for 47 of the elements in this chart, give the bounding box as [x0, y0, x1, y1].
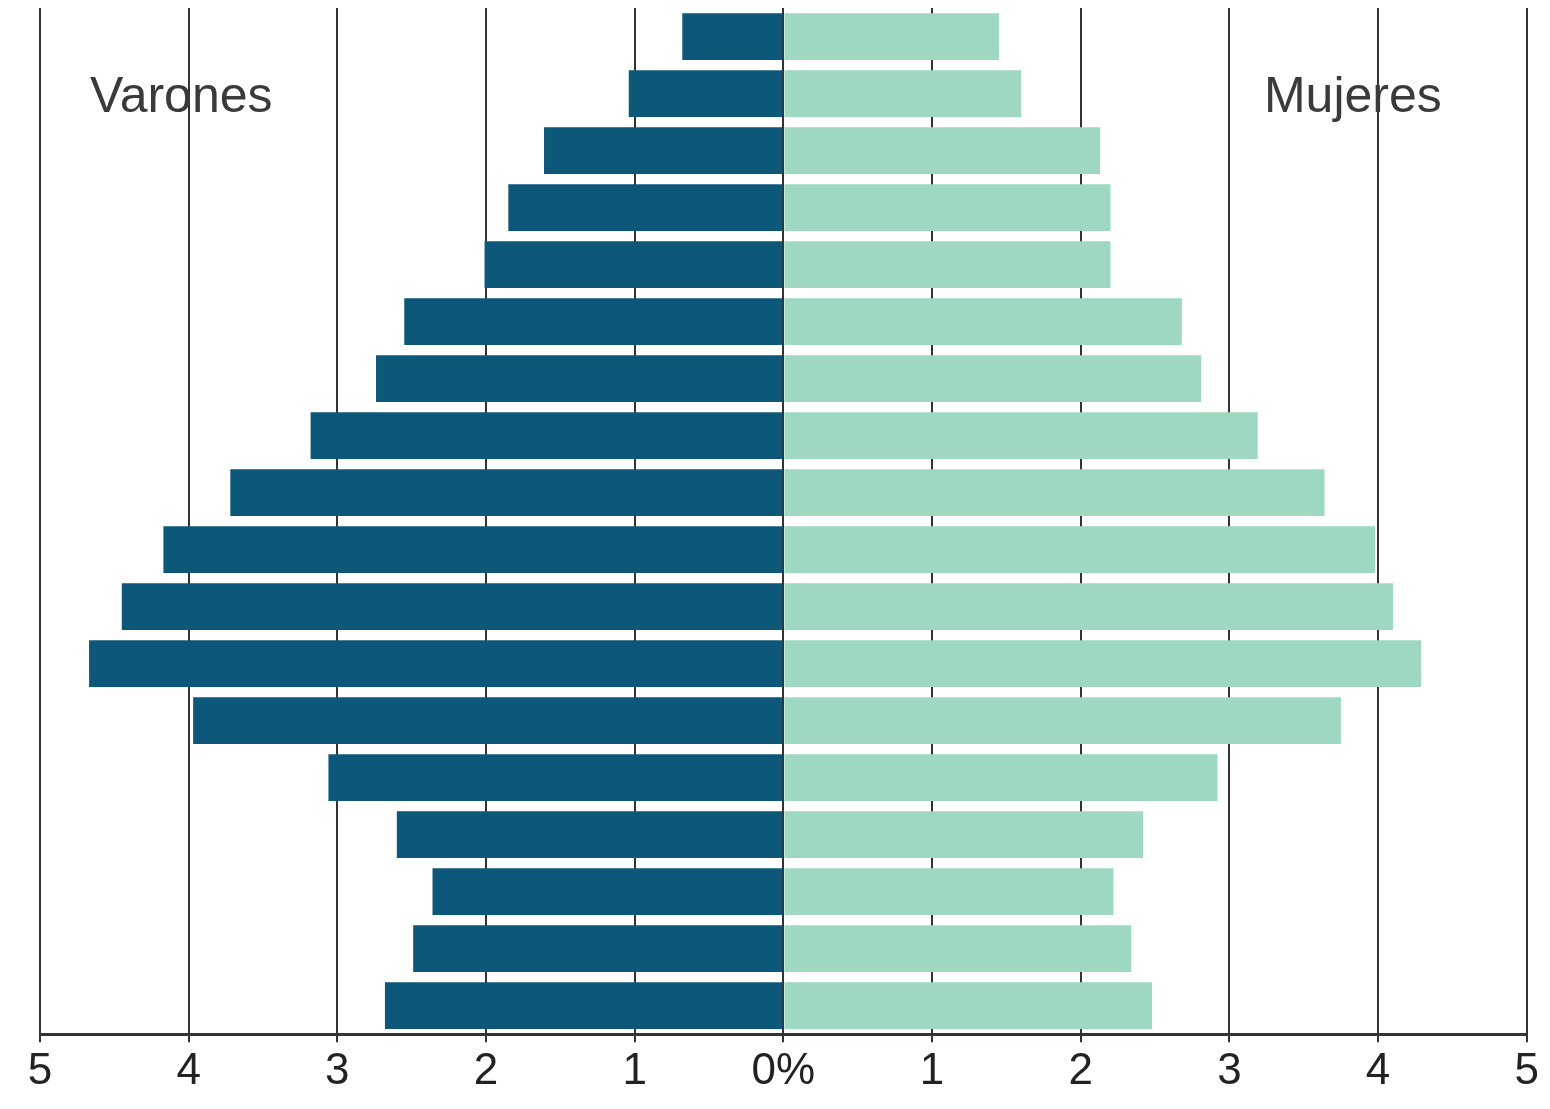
bar [682, 13, 783, 60]
x-tick-label: 2 [473, 1043, 499, 1093]
bar [784, 697, 1341, 745]
bar [784, 754, 1218, 802]
x-tick-label: 0% [751, 1043, 816, 1093]
bar [230, 469, 783, 516]
x-tick-label: 2 [1068, 1043, 1093, 1093]
x-tick-label: 1 [919, 1043, 945, 1093]
bar [784, 13, 999, 60]
bar [310, 412, 783, 459]
bar [384, 982, 783, 1030]
bar [163, 526, 783, 573]
bar [784, 526, 1376, 573]
x-tick-label: 5 [27, 1043, 53, 1093]
bar [328, 754, 783, 802]
bar [121, 583, 783, 630]
bar [784, 925, 1132, 973]
bar [784, 127, 1101, 174]
bar [404, 298, 783, 345]
bar [784, 355, 1202, 402]
x-tick-label: 4 [176, 1043, 201, 1093]
bar [784, 583, 1393, 630]
bar [193, 697, 783, 745]
bar [784, 469, 1325, 516]
bar [544, 127, 783, 174]
x-tick-label: 4 [1365, 1043, 1391, 1093]
bar [784, 412, 1258, 459]
bar [484, 241, 783, 288]
bar [784, 982, 1153, 1030]
bar [89, 640, 783, 687]
bar [413, 925, 783, 973]
x-tick-label: 5 [1514, 1043, 1540, 1093]
bar [784, 868, 1114, 916]
bar [784, 70, 1022, 117]
x-tick-label: 3 [325, 1043, 350, 1093]
bar [376, 355, 783, 402]
x-tick-label: 3 [1217, 1043, 1242, 1093]
bar [508, 184, 783, 231]
bar [784, 184, 1111, 231]
bar [396, 811, 783, 859]
bar [432, 868, 783, 916]
bar [784, 298, 1182, 345]
bar [784, 640, 1422, 687]
x-tick-label: 1 [622, 1043, 647, 1093]
bar [628, 70, 783, 117]
bar [784, 811, 1144, 859]
bar [784, 241, 1111, 288]
